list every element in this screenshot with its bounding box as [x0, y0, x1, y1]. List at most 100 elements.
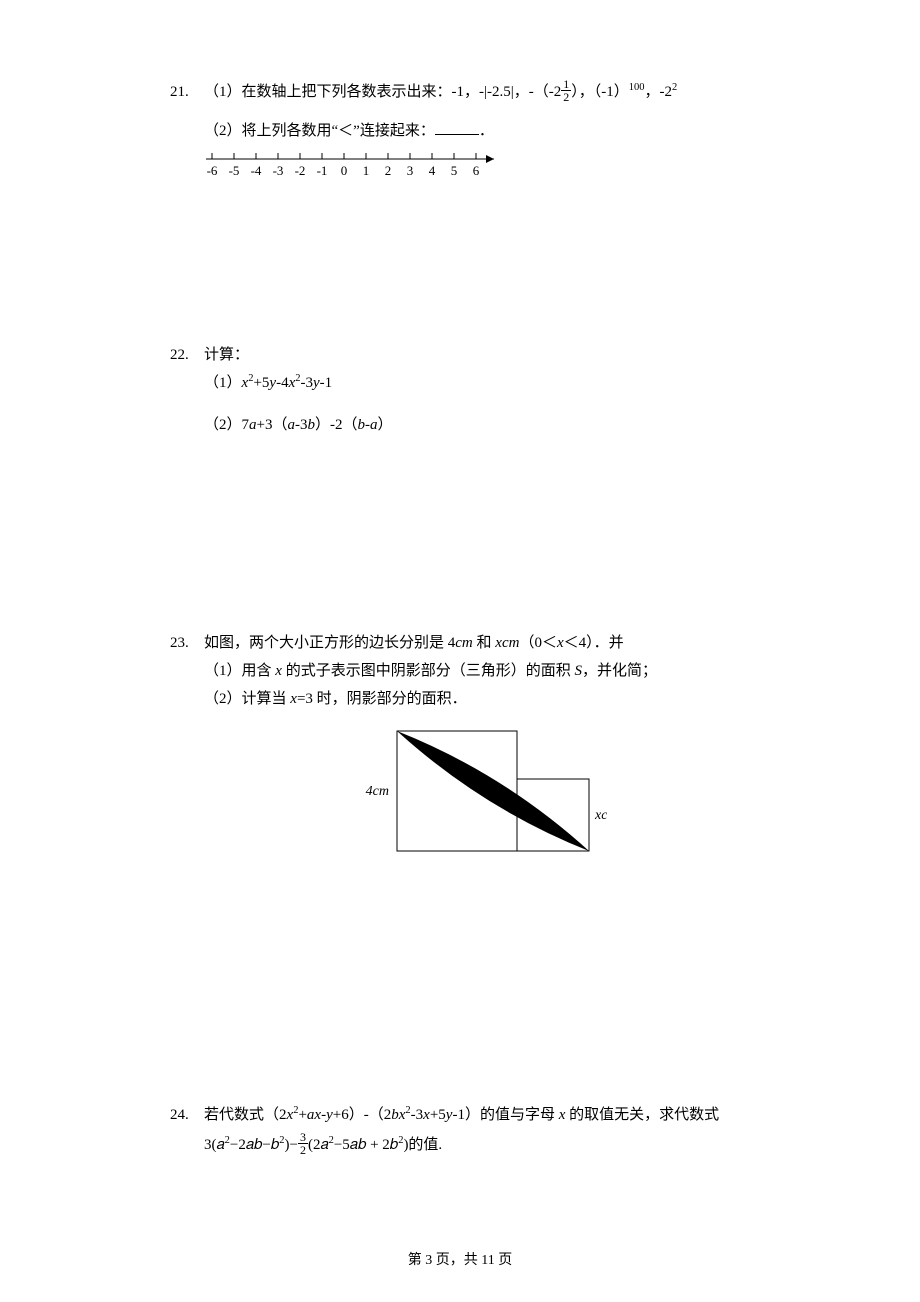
- svg-text:-5: -5: [229, 163, 240, 178]
- spacer: [170, 223, 750, 343]
- p24-line1: 若代数式（2x2+ax-y+6）-（2bx2-3x+5y-1）的值与字母 x 的…: [204, 1103, 750, 1127]
- frac-den: 2: [298, 1144, 308, 1156]
- var: a: [249, 417, 257, 433]
- text: +: [298, 1107, 306, 1123]
- text: （2）7: [204, 417, 249, 433]
- blank-line: [435, 119, 479, 135]
- svg-text:xcm: xcm: [594, 808, 607, 823]
- p23-sub2: （2）计算当 x=3 时，阴影部分的面积．: [204, 687, 750, 711]
- footer-text: 第: [408, 1253, 426, 1268]
- var: x: [275, 663, 282, 679]
- problem-number: 24.: [170, 1103, 204, 1127]
- text: ，并化简；: [582, 663, 657, 679]
- text: −5𝑎𝑏 + 2𝑏: [334, 1137, 398, 1153]
- text: +5: [253, 375, 269, 391]
- problem-21: 21. （1）在数轴上把下列各数表示出来：-1，-|-2.5|，-（-212），…: [170, 80, 750, 199]
- problem-number: 23.: [170, 631, 204, 655]
- problem-number: 22.: [170, 343, 204, 367]
- text: -1，-|-2.5|，-（-2: [452, 84, 562, 100]
- text: ），（-1）: [571, 84, 629, 100]
- text: )−: [284, 1137, 297, 1153]
- footer-text: 页，共: [432, 1253, 481, 1268]
- text: ．: [479, 123, 494, 139]
- var: b: [357, 417, 365, 433]
- text: -1）的值与字母: [452, 1107, 558, 1123]
- text: =3 时，阴影部分的面积．: [297, 691, 467, 707]
- footer-text: 页: [495, 1253, 513, 1268]
- var: x: [557, 635, 564, 651]
- text: ）-2（: [315, 417, 358, 433]
- footer-total: 11: [481, 1253, 494, 1268]
- text: +6）-（2: [333, 1107, 391, 1123]
- var: S: [574, 663, 582, 679]
- unit: cm: [502, 635, 520, 651]
- problem-22: 22. 计算： （1）x2+5y-4x2-3y-1 （2）7a+3（a-3b）-…: [170, 343, 750, 437]
- problem-body: 若代数式（2x2+ax-y+6）-（2bx2-3x+5y-1）的值与字母 x 的…: [204, 1103, 750, 1158]
- text: 3(𝑎: [204, 1137, 225, 1153]
- exponent: 100: [629, 82, 645, 93]
- p21-line2: （2）将上列各数用“＜”连接起来： ．: [204, 119, 750, 143]
- spacer: [170, 461, 750, 631]
- problem-23: 23. 如图，两个大小正方形的边长分别是 4cm 和 xcm（0＜x＜4）．并 …: [170, 631, 750, 879]
- var: x: [290, 691, 297, 707]
- p22-sub2: （2）7a+3（a-3b）-2（b-a）: [204, 413, 750, 437]
- text: （1）用含: [204, 663, 275, 679]
- spacer: [170, 903, 750, 1103]
- text: 的式子表示图中阴影部分（三角形）的面积: [282, 663, 575, 679]
- text: 若代数式（2: [204, 1107, 287, 1123]
- text: （1）在数轴上把下列各数表示出来：: [204, 84, 452, 100]
- text: ＜4）．并: [564, 635, 624, 651]
- var: x: [423, 1107, 430, 1123]
- var: b: [307, 417, 315, 433]
- p21-line1: （1）在数轴上把下列各数表示出来：-1，-|-2.5|，-（-212），（-1）…: [204, 80, 750, 105]
- text: ，-2: [645, 84, 673, 100]
- svg-text:1: 1: [363, 163, 370, 178]
- svg-text:2: 2: [385, 163, 392, 178]
- var: b: [391, 1107, 399, 1123]
- svg-text:6: 6: [473, 163, 480, 178]
- page: 21. （1）在数轴上把下列各数表示出来：-1，-|-2.5|，-（-212），…: [0, 0, 920, 1302]
- text: ）: [377, 417, 392, 433]
- var: y: [313, 375, 320, 391]
- p23-figure: 4cmxcm: [204, 721, 750, 879]
- var: x: [495, 635, 502, 651]
- text: -3: [301, 375, 314, 391]
- text: -1: [320, 375, 333, 391]
- svg-text:-2: -2: [295, 163, 306, 178]
- text: -3: [295, 417, 308, 433]
- svg-text:0: 0: [341, 163, 348, 178]
- p22-title: 计算：: [204, 343, 750, 367]
- text: −2𝑎𝑏−𝑏: [230, 1137, 279, 1153]
- frac-den: 2: [561, 91, 571, 103]
- text: (2𝑎: [308, 1137, 329, 1153]
- text: +3（: [257, 417, 288, 433]
- svg-text:3: 3: [407, 163, 414, 178]
- var: y: [326, 1107, 333, 1123]
- svg-text:-4: -4: [251, 163, 262, 178]
- text: -3: [411, 1107, 424, 1123]
- text: （1）: [204, 375, 242, 391]
- exponent: 2: [672, 82, 677, 93]
- squares-svg: 4cmxcm: [347, 721, 607, 871]
- problem-body: 如图，两个大小正方形的边长分别是 4cm 和 xcm（0＜x＜4）．并 （1）用…: [204, 631, 750, 879]
- text: 如图，两个大小正方形的边长分别是 4: [204, 635, 455, 651]
- p22-sub1: （1）x2+5y-4x2-3y-1: [204, 371, 750, 395]
- text: 和: [473, 635, 496, 651]
- text: -4: [276, 375, 289, 391]
- var: a: [287, 417, 295, 433]
- p23-sub1: （1）用含 x 的式子表示图中阴影部分（三角形）的面积 S，并化简；: [204, 659, 750, 683]
- svg-text:-1: -1: [317, 163, 328, 178]
- text: （2）计算当: [204, 691, 290, 707]
- problem-24: 24. 若代数式（2x2+ax-y+6）-（2bx2-3x+5y-1）的值与字母…: [170, 1103, 750, 1158]
- fraction: 32: [298, 1131, 308, 1156]
- text: （0＜: [519, 635, 557, 651]
- p23-line1: 如图，两个大小正方形的边长分别是 4cm 和 xcm（0＜x＜4）．并: [204, 631, 750, 655]
- number-line-svg: -6-5-4-3-2-10123456: [204, 149, 524, 181]
- page-footer: 第 3 页，共 11 页: [0, 1250, 920, 1272]
- svg-text:-3: -3: [273, 163, 284, 178]
- problem-body: （1）在数轴上把下列各数表示出来：-1，-|-2.5|，-（-212），（-1）…: [204, 80, 750, 199]
- unit: cm: [455, 635, 473, 651]
- problem-number: 21.: [170, 80, 204, 104]
- text: （2）将上列各数用“＜”连接起来：: [204, 123, 435, 139]
- text: 的取值无关，求代数式: [565, 1107, 719, 1123]
